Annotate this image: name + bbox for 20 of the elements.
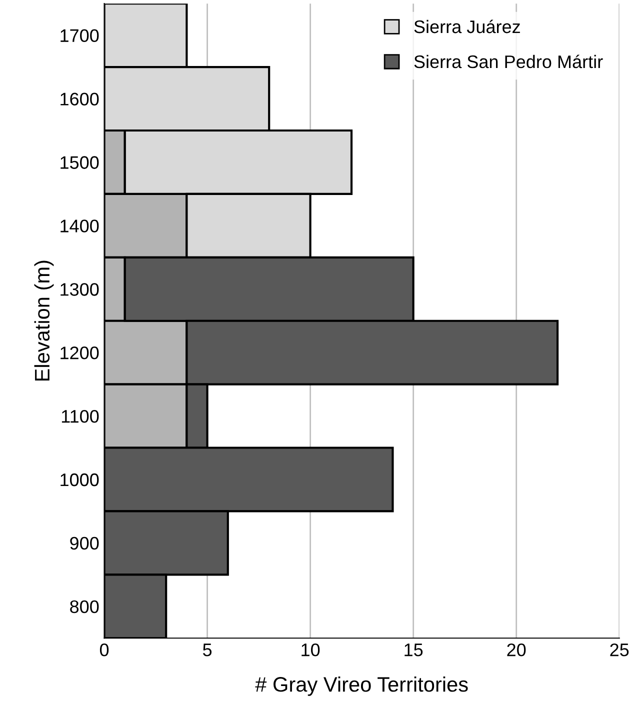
- y-tick-label: 1600: [60, 92, 99, 106]
- x-tick-label: 0: [100, 643, 109, 656]
- y-tick-label: 1200: [60, 346, 99, 360]
- x-tick-label: 10: [302, 643, 320, 656]
- y-axis-title: Elevation (m): [34, 260, 54, 381]
- y-tick-label: 1500: [60, 156, 99, 169]
- legend-label: Sierra Juárez: [414, 20, 520, 34]
- y-tick-label: 1000: [60, 473, 99, 486]
- y-tick-label: 800: [70, 600, 99, 614]
- y-tick-label: 1100: [62, 410, 99, 423]
- x-axis-title: # Gray Vireo Territories: [255, 676, 468, 696]
- x-tick-label: 25: [610, 643, 629, 656]
- y-tick-label: 1400: [60, 220, 99, 232]
- x-tick-label: 5: [203, 644, 212, 656]
- y-tick-label: 900: [70, 536, 99, 550]
- y-tick-label: 1700: [60, 29, 99, 42]
- x-tick-label: 20: [507, 643, 526, 656]
- legend-label: Sierra San Pedro Mártir: [414, 54, 603, 68]
- y-tick-label: 1300: [60, 283, 99, 296]
- x-tick-label: 15: [404, 644, 423, 656]
